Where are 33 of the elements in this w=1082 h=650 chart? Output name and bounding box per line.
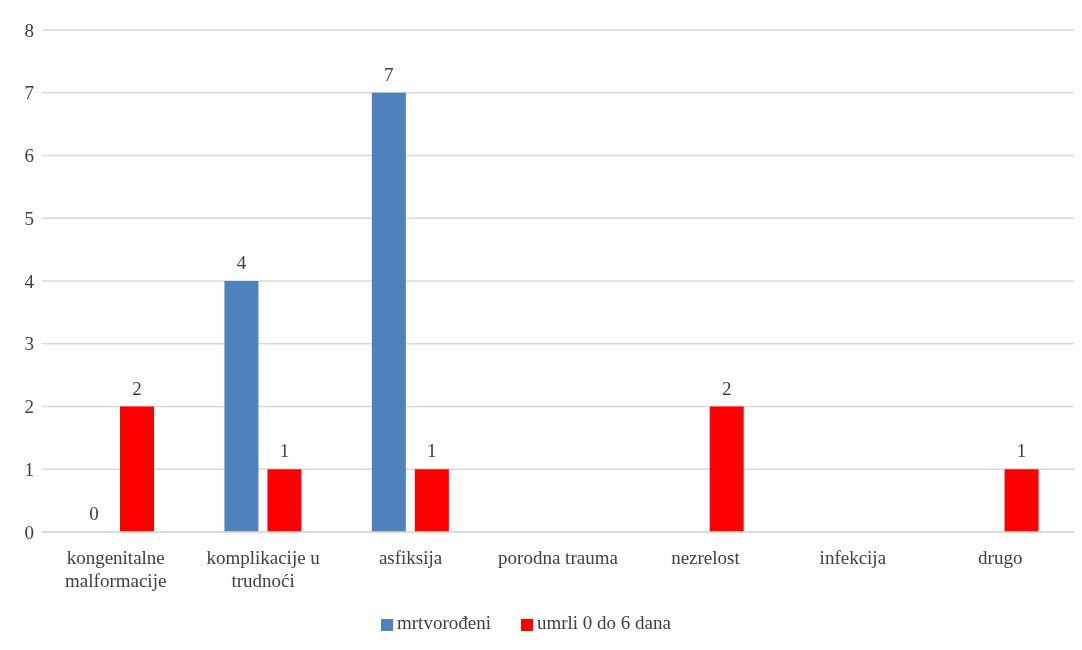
bar xyxy=(224,281,259,532)
y-tick-label: 2 xyxy=(24,396,34,418)
data-label: 1 xyxy=(1016,440,1027,462)
y-tick-label: 4 xyxy=(24,270,35,292)
x-tick-label: kongenitalne malformacije xyxy=(65,547,167,591)
y-tick-label: 0 xyxy=(24,521,34,543)
legend-label: umrli 0 do 6 dana xyxy=(536,612,671,633)
y-tick-label: 5 xyxy=(24,207,34,229)
data-label: 7 xyxy=(384,63,394,85)
x-tick-label: porodna trauma xyxy=(498,547,619,568)
y-tick-label: 6 xyxy=(24,145,34,167)
y-tick-label: 7 xyxy=(24,82,34,104)
data-label: 2 xyxy=(721,377,732,399)
legend-label: mrtvorođeni xyxy=(397,612,491,633)
x-tick-label: infekcija xyxy=(819,547,887,568)
bar xyxy=(1004,469,1039,532)
data-label: 4 xyxy=(236,252,247,273)
bar xyxy=(371,92,406,532)
x-tick-label: drugo xyxy=(978,547,1023,568)
x-tick-label: komplikacije u trudnoći xyxy=(206,547,321,591)
bar xyxy=(120,406,154,532)
data-label: 0 xyxy=(89,502,99,524)
data-label: 1 xyxy=(427,440,437,462)
data-label: 2 xyxy=(132,377,142,399)
y-tick-label: 1 xyxy=(24,458,34,480)
y-tick-label: 3 xyxy=(24,333,34,355)
bar xyxy=(709,406,744,532)
x-tick-label: asfiksija xyxy=(378,547,443,568)
data-label: 1 xyxy=(279,440,290,462)
bar xyxy=(414,469,449,532)
x-tick-label: nezrelost xyxy=(671,547,741,568)
bar xyxy=(267,469,302,532)
y-tick-label: 8 xyxy=(24,19,34,41)
